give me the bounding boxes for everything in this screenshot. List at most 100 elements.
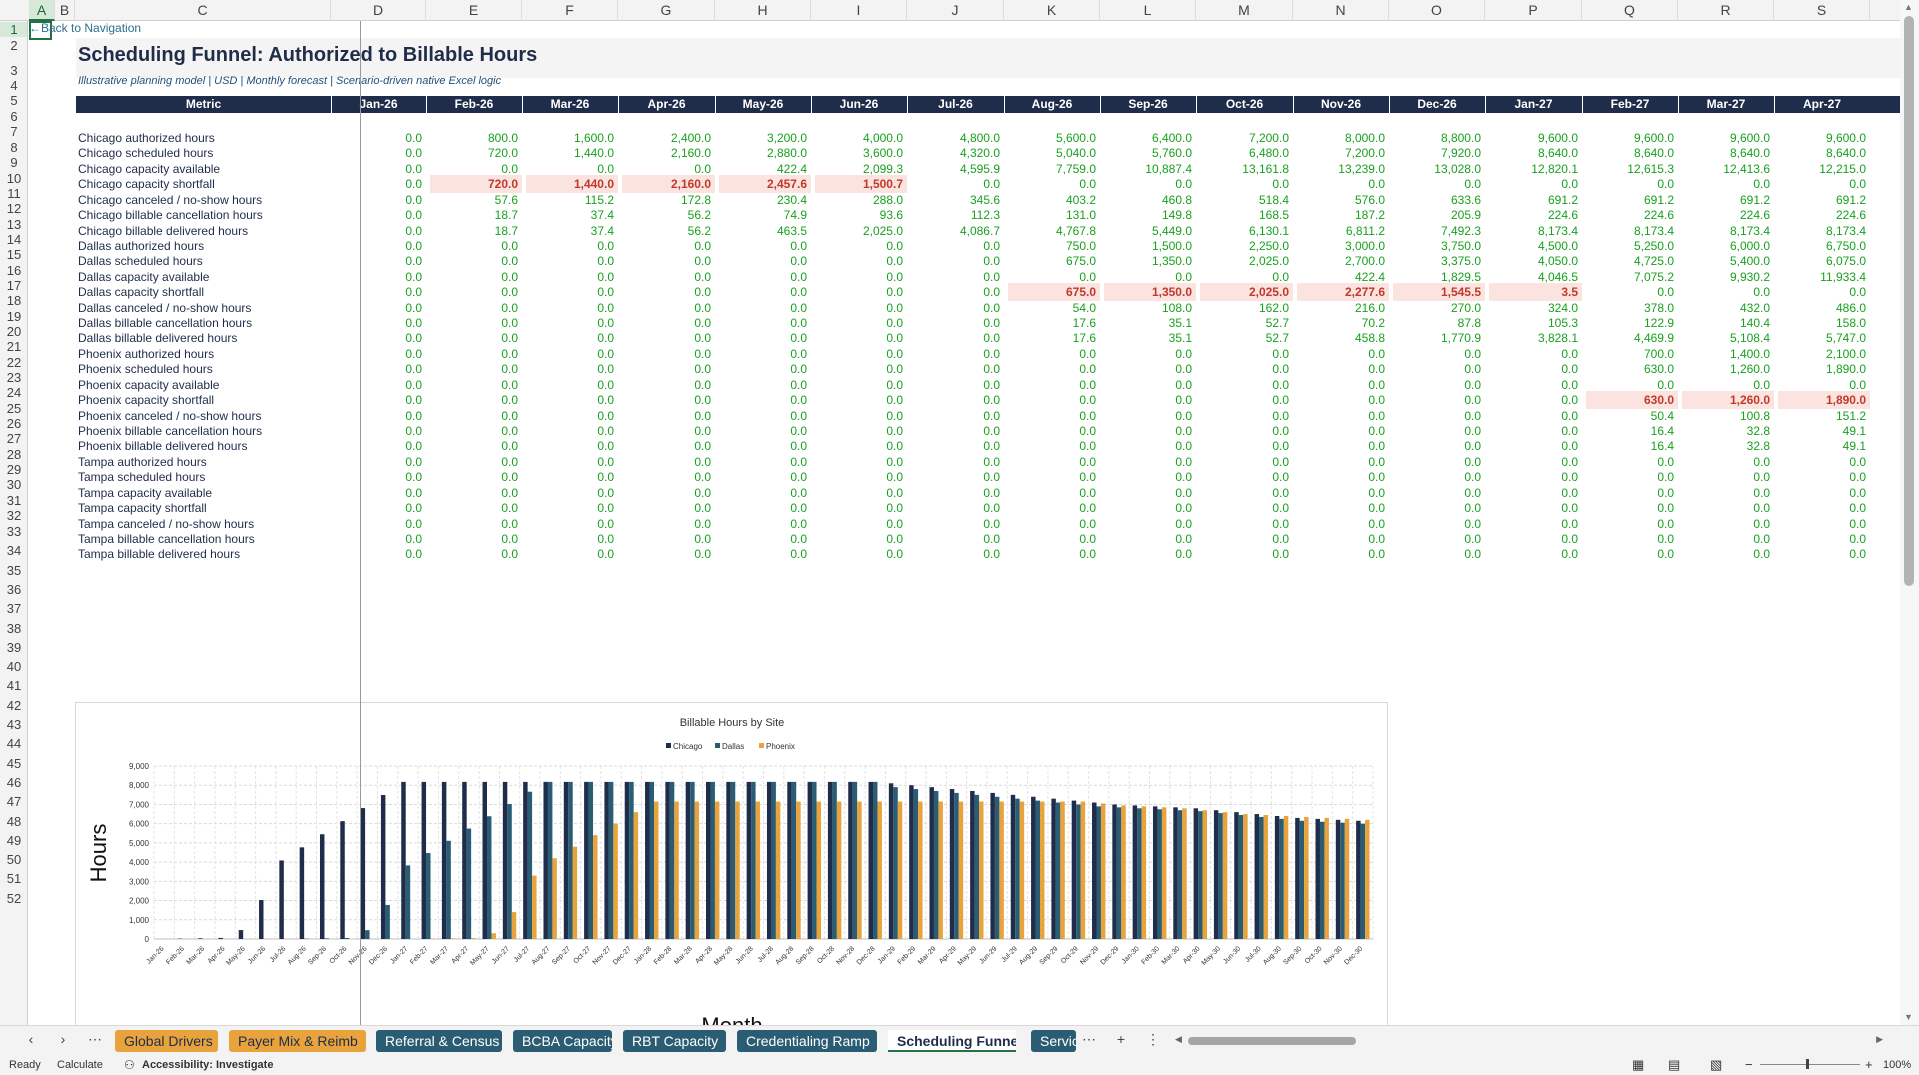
value-cell[interactable]: 0.0 <box>694 393 711 408</box>
value-cell[interactable]: 49.1 <box>1842 439 1866 454</box>
metric-label[interactable]: Phoenix authorized hours <box>78 346 215 361</box>
value-cell[interactable]: 0.0 <box>886 238 903 253</box>
value-cell[interactable]: 0.0 <box>1368 362 1385 377</box>
value-cell[interactable]: 0.0 <box>1272 269 1289 284</box>
metric-label[interactable]: Chicago billable cancellation hours <box>78 208 263 223</box>
value-cell[interactable]: 224.6 <box>1643 208 1674 223</box>
value-cell[interactable]: 4,469.9 <box>1633 331 1674 346</box>
value-cell[interactable]: 720.0 <box>487 146 518 161</box>
metric-label[interactable]: Phoenix canceled / no-show hours <box>78 408 262 423</box>
column-header-k[interactable]: K <box>1004 0 1100 21</box>
value-cell[interactable]: 93.6 <box>879 208 903 223</box>
value-cell[interactable]: 0.0 <box>1175 470 1192 485</box>
value-cell[interactable]: 12,820.1 <box>1531 161 1578 176</box>
value-cell[interactable]: 0.0 <box>1368 470 1385 485</box>
metric-label[interactable]: Chicago capacity available <box>78 161 221 176</box>
value-cell[interactable]: 52.7 <box>1265 316 1289 331</box>
value-cell[interactable]: 0.0 <box>983 516 1000 531</box>
value-cell[interactable]: 0.0 <box>405 223 422 238</box>
metric-label[interactable]: Phoenix scheduled hours <box>78 362 213 377</box>
column-header-l[interactable]: L <box>1100 0 1196 21</box>
value-cell[interactable]: 422.4 <box>776 161 807 176</box>
row-header-25[interactable]: 25 <box>6 401 22 416</box>
value-cell[interactable]: 0.0 <box>1464 454 1481 469</box>
value-cell[interactable]: 87.8 <box>1457 316 1481 331</box>
value-cell[interactable]: 168.5 <box>1258 208 1289 223</box>
value-cell[interactable]: 2,025.0 <box>1248 254 1289 269</box>
row-header-44[interactable]: 44 <box>6 736 22 752</box>
value-cell[interactable]: 0.0 <box>1753 547 1770 562</box>
value-cell[interactable]: 5,449.0 <box>1151 223 1192 238</box>
worksheet-grid[interactable]: ←Back to Navigation Scheduling Funnel: A… <box>29 21 1900 1025</box>
value-cell[interactable]: 0.0 <box>1561 393 1578 408</box>
value-cell[interactable]: 0.0 <box>1272 393 1289 408</box>
value-cell[interactable]: 0.0 <box>405 238 422 253</box>
value-cell[interactable]: 0.0 <box>597 161 614 176</box>
value-cell[interactable]: 0.0 <box>886 346 903 361</box>
value-cell[interactable]: 0.0 <box>1079 501 1096 516</box>
row-header-27[interactable]: 27 <box>6 431 22 446</box>
column-header-e[interactable]: E <box>426 0 522 21</box>
value-cell[interactable]: 0.0 <box>597 470 614 485</box>
value-cell[interactable]: 0.0 <box>597 454 614 469</box>
value-cell[interactable]: 0.0 <box>790 316 807 331</box>
value-cell[interactable]: 345.6 <box>969 192 1000 207</box>
value-cell[interactable]: 3,200.0 <box>766 131 807 145</box>
value-cell[interactable]: 0.0 <box>1272 346 1289 361</box>
value-cell[interactable]: 2,025.0 <box>862 223 903 238</box>
value-cell[interactable]: 0.0 <box>694 423 711 438</box>
value-cell[interactable]: 0.0 <box>983 454 1000 469</box>
zoom-slider[interactable] <box>1760 1064 1860 1065</box>
value-cell[interactable]: 4,046.5 <box>1537 269 1578 284</box>
value-cell[interactable]: 0.0 <box>1849 454 1866 469</box>
value-cell[interactable]: 12,413.6 <box>1723 161 1770 176</box>
value-cell[interactable]: 2,160.0 <box>670 146 711 161</box>
value-cell[interactable]: 172.8 <box>680 192 711 207</box>
column-header-o[interactable]: O <box>1389 0 1485 21</box>
zoom-level[interactable]: 100% <box>1883 1059 1912 1071</box>
value-cell[interactable]: 0.0 <box>405 516 422 531</box>
value-cell[interactable]: 0.0 <box>405 254 422 269</box>
value-cell[interactable]: 720.0 <box>430 175 522 194</box>
value-cell[interactable]: 0.0 <box>886 547 903 562</box>
value-cell[interactable]: 0.0 <box>886 408 903 423</box>
value-cell[interactable]: 1,260.0 <box>1729 362 1770 377</box>
status-calculate[interactable]: Calculate <box>57 1059 103 1071</box>
value-cell[interactable]: 0.0 <box>597 423 614 438</box>
row-header-52[interactable]: 52 <box>6 890 22 906</box>
value-cell[interactable]: 0.0 <box>1753 485 1770 500</box>
value-cell[interactable]: 0.0 <box>1464 423 1481 438</box>
value-cell[interactable]: 0.0 <box>886 439 903 454</box>
value-cell[interactable]: 0.0 <box>1175 501 1192 516</box>
metric-label[interactable]: Tampa capacity shortfall <box>78 501 207 516</box>
scroll-down-icon[interactable]: ▼ <box>1904 1012 1913 1022</box>
value-cell[interactable]: 0.0 <box>1079 362 1096 377</box>
value-cell[interactable]: 54.0 <box>1072 300 1096 315</box>
value-cell[interactable]: 2,100.0 <box>1825 346 1866 361</box>
value-cell[interactable]: 2,250.0 <box>1248 238 1289 253</box>
value-cell[interactable]: 100.8 <box>1739 408 1770 423</box>
value-cell[interactable]: 0.0 <box>1849 547 1866 562</box>
value-cell[interactable]: 0.0 <box>597 285 614 300</box>
value-cell[interactable]: 7,200.0 <box>1344 146 1385 161</box>
value-cell[interactable]: 0.0 <box>886 300 903 315</box>
value-cell[interactable]: 1,440.0 <box>526 175 618 194</box>
value-cell[interactable]: 0.0 <box>1561 346 1578 361</box>
value-cell[interactable]: 0.0 <box>983 238 1000 253</box>
value-cell[interactable]: 0.0 <box>983 331 1000 346</box>
value-cell[interactable]: 0.0 <box>1272 547 1289 562</box>
metric-label[interactable]: Phoenix capacity available <box>78 377 220 392</box>
value-cell[interactable]: 0.0 <box>1175 423 1192 438</box>
value-cell[interactable]: 1,890.0 <box>1825 362 1866 377</box>
value-cell[interactable]: 0.0 <box>405 146 422 161</box>
column-header-d[interactable]: D <box>331 0 426 21</box>
value-cell[interactable]: 460.8 <box>1161 192 1192 207</box>
value-cell[interactable]: 0.0 <box>1175 547 1192 562</box>
status-accessibility[interactable]: Accessibility: Investigate <box>142 1059 274 1071</box>
value-cell[interactable]: 0.0 <box>1272 485 1289 500</box>
value-cell[interactable]: 11,933.4 <box>1820 269 1866 284</box>
horizontal-scroll-thumb[interactable] <box>1188 1037 1356 1045</box>
scroll-right-icon[interactable]: ▶ <box>1876 1034 1883 1044</box>
value-cell[interactable]: 0.0 <box>501 516 518 531</box>
value-cell[interactable]: 0.0 <box>501 439 518 454</box>
